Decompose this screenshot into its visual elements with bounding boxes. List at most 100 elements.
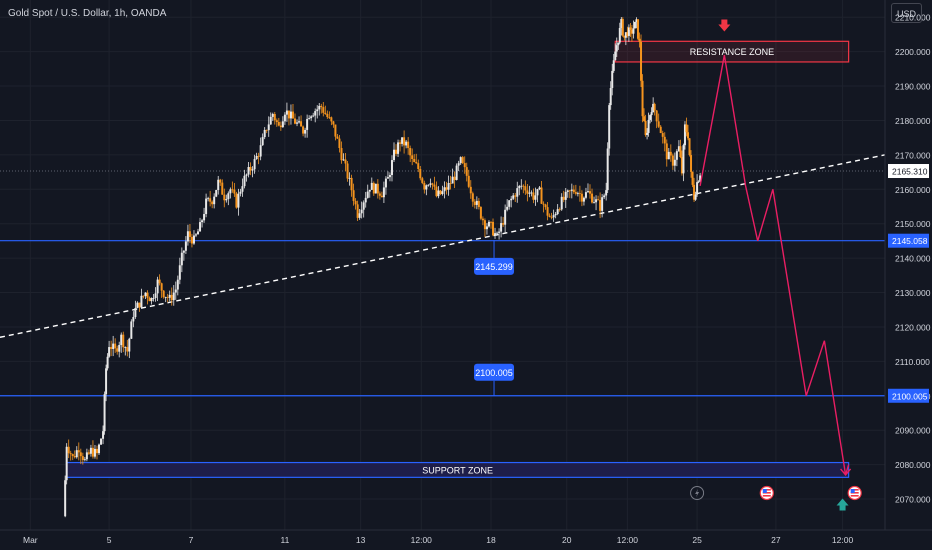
candle-body [71,454,74,456]
candle-body [485,226,488,230]
candle-body [540,187,543,204]
candle-body [243,175,246,187]
candle-body [122,334,125,348]
candle-body [356,204,359,218]
candle-body [249,166,252,171]
price-tick-label: 2180.000 [895,116,931,126]
candle-body [287,110,290,119]
candle-body [641,80,644,117]
candle-body [429,183,432,185]
candle-body [374,183,377,194]
candle-body [683,124,686,146]
candle-body [403,137,406,146]
candle-body [170,294,173,301]
candle-body [148,297,151,302]
candle-body [441,191,444,195]
candle-body [130,321,133,339]
candle-body [636,19,639,39]
candle-body [340,148,343,161]
price-tick-label: 2120.000 [895,322,931,332]
candle-body [142,295,145,297]
candle-body [489,221,492,223]
candle-body [103,394,106,432]
candle-body [455,165,458,180]
candle-body [504,209,507,225]
candle-body [275,120,278,122]
candle-body [650,112,653,116]
candle-body [417,163,420,169]
price-tick-label: 2160.000 [895,185,931,195]
candle-body [233,189,236,194]
candle-body [89,447,92,454]
candle-body [483,220,486,230]
candle-body [677,146,680,152]
candle-body [108,347,111,357]
candle-body [348,177,351,179]
candle-body [322,107,325,113]
candle-body [560,196,563,210]
candle-body [447,183,450,190]
candle-body [192,235,195,244]
candle-body [477,200,480,208]
time-tick-label: 20 [562,535,572,545]
candle-body [350,177,353,191]
candle-body [614,51,617,61]
candle-body [257,155,260,157]
candle-body [638,38,641,42]
candle-body [298,121,301,123]
candle-body [463,163,466,168]
candle-body [114,343,117,349]
candle-body [95,448,98,454]
time-tick-label: 7 [189,535,194,545]
candle-body [679,146,682,158]
candle-body [67,446,70,454]
candle-body [194,234,197,236]
candle-body [144,292,147,297]
candle-body [626,32,629,36]
candle-body [188,231,191,237]
support-zone-label: SUPPORT ZONE [422,465,493,475]
candle-body [479,207,482,219]
candle-body [694,194,697,200]
price-tick-label: 2110.000 [895,357,930,367]
candle-body [640,41,643,81]
candle-body [310,116,313,119]
candle-body [306,118,309,130]
candle-body [409,148,412,156]
candle-body [100,438,103,445]
candle-body [419,168,422,179]
candle-body [304,129,307,134]
candle-body [184,241,187,251]
candle-body [283,114,286,122]
candle-body [360,209,363,214]
candle-body [160,283,163,291]
candle-body [197,231,200,235]
flag-canton [762,489,767,493]
candle-body [158,279,161,284]
candle-body [253,159,256,170]
candles [64,17,702,518]
candle-body [334,124,337,137]
candle-body [146,292,149,298]
candle-body [680,157,683,174]
candle-body [617,42,620,46]
candle-body [691,171,694,185]
candle-body [199,222,202,232]
candle-body [300,121,303,127]
candle-body [106,356,109,369]
candle-body [294,118,296,124]
candle-body [682,145,685,174]
candle-body [542,203,545,205]
candle-body [267,124,270,131]
candle-body [314,111,317,116]
candle-body [176,279,179,290]
candle-body [118,344,121,352]
candle-body [120,334,123,345]
candle-body [105,368,108,395]
currency-button[interactable]: USD [891,3,922,23]
candle-body [217,179,220,191]
candle-body [281,121,284,128]
candle-body [646,132,649,135]
candle-body [336,136,339,139]
